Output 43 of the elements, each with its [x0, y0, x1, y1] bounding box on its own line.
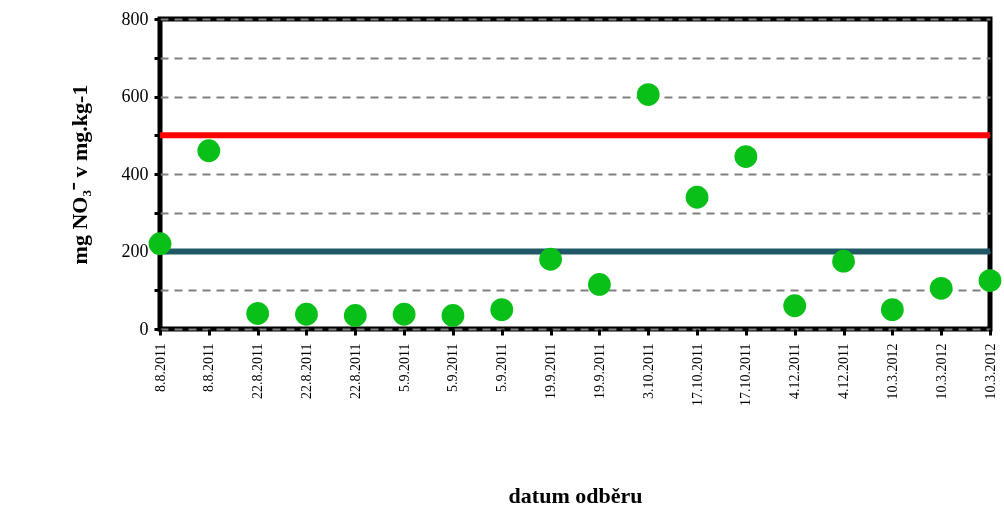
y-tick-label: 600 — [121, 86, 149, 106]
x-tick-label: 8.8.2011 — [152, 343, 168, 392]
point — [148, 232, 172, 256]
point — [246, 302, 270, 325]
x-tick-label: 3.10.2011 — [640, 343, 656, 399]
x-tick-label: 5.9.2011 — [494, 343, 510, 392]
x-axis-title: datum odběru — [508, 482, 643, 508]
point — [392, 302, 416, 326]
x-tick-label: 22.8.2011 — [250, 343, 266, 399]
point — [929, 276, 953, 300]
x-tick-label: 10.3.2012 — [982, 343, 998, 400]
x-tick-label: 22.8.2011 — [298, 343, 314, 399]
point — [783, 294, 807, 318]
point — [685, 185, 709, 209]
y-tick-label: 400 — [121, 163, 149, 184]
point — [295, 302, 318, 326]
x-tick-label: 8.8.2011 — [201, 343, 217, 392]
y-tick-label: 800 — [121, 8, 149, 29]
x-tick-label: 19.9.2011 — [543, 343, 559, 399]
point — [490, 298, 514, 321]
point — [197, 139, 221, 163]
point — [343, 304, 367, 327]
point — [880, 298, 904, 321]
point — [539, 247, 562, 271]
point — [978, 269, 1002, 292]
x-tick-label: 10.3.2012 — [933, 343, 949, 400]
x-tick-label: 5.9.2011 — [396, 343, 412, 392]
x-tick-label: 17.10.2011 — [689, 343, 705, 406]
point — [832, 249, 855, 273]
y-tick-label: 0 — [139, 318, 149, 339]
x-tick-label: 5.9.2011 — [445, 343, 461, 392]
y-tick-label: 200 — [121, 241, 149, 261]
point — [588, 273, 611, 296]
x-tick-label: 19.9.2011 — [591, 343, 607, 399]
x-tick-label: 10.3.2012 — [884, 343, 900, 400]
x-tick-label: 4.12.2011 — [836, 343, 852, 399]
x-tick-label: 4.12.2011 — [787, 343, 803, 399]
point — [734, 145, 758, 168]
point — [636, 83, 660, 106]
x-tick-label: 22.8.2011 — [347, 343, 363, 399]
y-axis-title: mg NO₃⁻ v mg.kg-1 — [66, 84, 92, 265]
point — [441, 304, 465, 327]
x-tick-label: 17.10.2011 — [738, 343, 754, 406]
